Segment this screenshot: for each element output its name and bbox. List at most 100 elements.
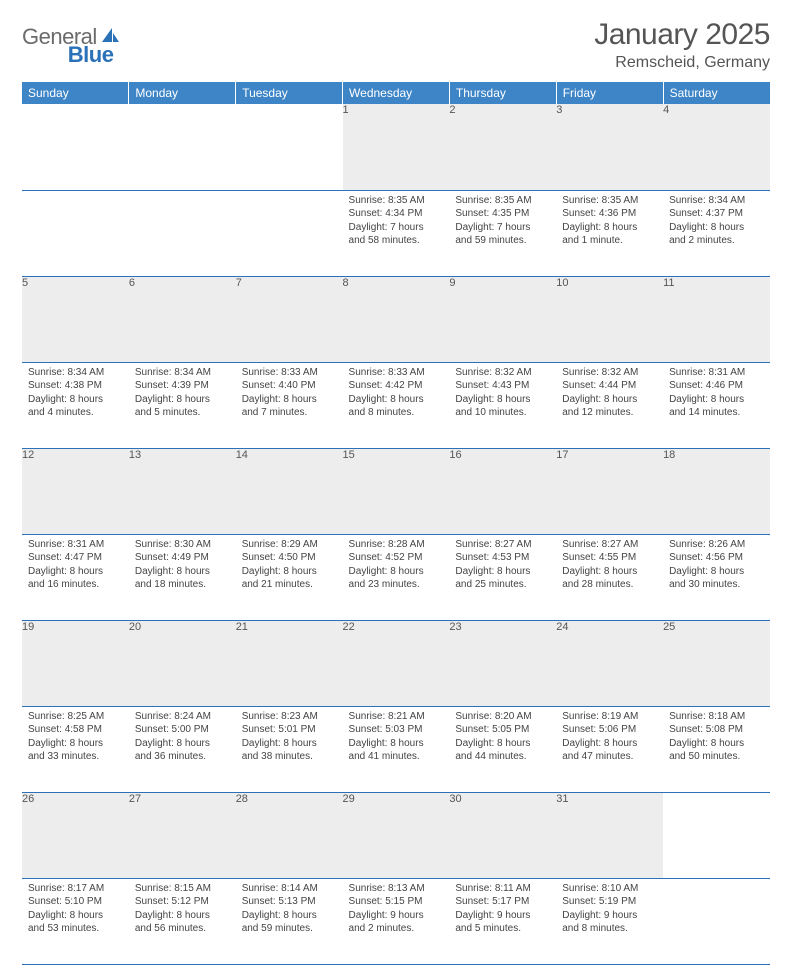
day-number-cell: 26 (22, 792, 129, 878)
daylight-text-1: Daylight: 8 hours (242, 565, 337, 579)
sunset-text: Sunset: 5:17 PM (455, 895, 550, 909)
daylight-text-1: Daylight: 8 hours (349, 737, 444, 751)
day-number-cell: 14 (236, 448, 343, 534)
day-cell: Sunrise: 8:29 AMSunset: 4:50 PMDaylight:… (236, 534, 343, 620)
day-number-row: 567891011 (22, 276, 770, 362)
sunrise-text: Sunrise: 8:14 AM (242, 882, 337, 896)
day-number-cell: 25 (663, 620, 770, 706)
sunrise-text: Sunrise: 8:21 AM (349, 710, 444, 724)
daylight-text-2: and 44 minutes. (455, 750, 550, 764)
day-header: Sunday (22, 82, 129, 104)
sunset-text: Sunset: 5:15 PM (349, 895, 444, 909)
daylight-text-1: Daylight: 7 hours (455, 221, 550, 235)
sunrise-text: Sunrise: 8:35 AM (455, 194, 550, 208)
daylight-text-2: and 2 minutes. (349, 922, 444, 936)
day-cell: Sunrise: 8:26 AMSunset: 4:56 PMDaylight:… (663, 534, 770, 620)
sunrise-text: Sunrise: 8:11 AM (455, 882, 550, 896)
day-cell: Sunrise: 8:35 AMSunset: 4:36 PMDaylight:… (556, 190, 663, 276)
sunrise-text: Sunrise: 8:27 AM (562, 538, 657, 552)
day-header: Monday (129, 82, 236, 104)
day-details: Sunrise: 8:32 AMSunset: 4:43 PMDaylight:… (449, 363, 556, 422)
day-cell: Sunrise: 8:34 AMSunset: 4:37 PMDaylight:… (663, 190, 770, 276)
day-details: Sunrise: 8:15 AMSunset: 5:12 PMDaylight:… (129, 879, 236, 938)
week-row: Sunrise: 8:34 AMSunset: 4:38 PMDaylight:… (22, 362, 770, 448)
day-number-cell: 13 (129, 448, 236, 534)
day-details: Sunrise: 8:26 AMSunset: 4:56 PMDaylight:… (663, 535, 770, 594)
daylight-text-1: Daylight: 8 hours (455, 565, 550, 579)
day-header: Thursday (449, 82, 556, 104)
day-details: Sunrise: 8:34 AMSunset: 4:39 PMDaylight:… (129, 363, 236, 422)
sunset-text: Sunset: 4:35 PM (455, 207, 550, 221)
sunset-text: Sunset: 5:08 PM (669, 723, 764, 737)
daylight-text-2: and 25 minutes. (455, 578, 550, 592)
day-number-cell: 16 (449, 448, 556, 534)
day-details: Sunrise: 8:35 AMSunset: 4:34 PMDaylight:… (343, 191, 450, 250)
daylight-text-1: Daylight: 8 hours (562, 737, 657, 751)
daylight-text-1: Daylight: 9 hours (562, 909, 657, 923)
sunrise-text: Sunrise: 8:17 AM (28, 882, 123, 896)
daylight-text-1: Daylight: 8 hours (28, 737, 123, 751)
day-details: Sunrise: 8:21 AMSunset: 5:03 PMDaylight:… (343, 707, 450, 766)
daylight-text-2: and 10 minutes. (455, 406, 550, 420)
day-number-cell (663, 792, 770, 878)
sunset-text: Sunset: 4:52 PM (349, 551, 444, 565)
sunrise-text: Sunrise: 8:29 AM (242, 538, 337, 552)
sunset-text: Sunset: 4:47 PM (28, 551, 123, 565)
daylight-text-2: and 36 minutes. (135, 750, 230, 764)
day-number-cell: 31 (556, 792, 663, 878)
day-details: Sunrise: 8:25 AMSunset: 4:58 PMDaylight:… (22, 707, 129, 766)
brand-logo: General Blue (22, 24, 169, 50)
sunset-text: Sunset: 4:37 PM (669, 207, 764, 221)
day-number-cell: 9 (449, 276, 556, 362)
daylight-text-1: Daylight: 8 hours (242, 393, 337, 407)
day-cell: Sunrise: 8:10 AMSunset: 5:19 PMDaylight:… (556, 878, 663, 964)
daylight-text-1: Daylight: 7 hours (349, 221, 444, 235)
daylight-text-1: Daylight: 8 hours (669, 221, 764, 235)
day-cell: Sunrise: 8:20 AMSunset: 5:05 PMDaylight:… (449, 706, 556, 792)
day-number-cell: 27 (129, 792, 236, 878)
day-cell: Sunrise: 8:31 AMSunset: 4:47 PMDaylight:… (22, 534, 129, 620)
daylight-text-2: and 30 minutes. (669, 578, 764, 592)
day-cell (236, 190, 343, 276)
day-details: Sunrise: 8:20 AMSunset: 5:05 PMDaylight:… (449, 707, 556, 766)
day-cell: Sunrise: 8:15 AMSunset: 5:12 PMDaylight:… (129, 878, 236, 964)
day-number-cell: 24 (556, 620, 663, 706)
day-number-row: 262728293031 (22, 792, 770, 878)
sunset-text: Sunset: 4:46 PM (669, 379, 764, 393)
day-cell: Sunrise: 8:17 AMSunset: 5:10 PMDaylight:… (22, 878, 129, 964)
week-row: Sunrise: 8:31 AMSunset: 4:47 PMDaylight:… (22, 534, 770, 620)
day-number-cell: 18 (663, 448, 770, 534)
day-details: Sunrise: 8:11 AMSunset: 5:17 PMDaylight:… (449, 879, 556, 938)
sunset-text: Sunset: 4:39 PM (135, 379, 230, 393)
daylight-text-2: and 50 minutes. (669, 750, 764, 764)
day-cell: Sunrise: 8:35 AMSunset: 4:35 PMDaylight:… (449, 190, 556, 276)
daylight-text-2: and 5 minutes. (455, 922, 550, 936)
day-number-cell: 22 (343, 620, 450, 706)
sunset-text: Sunset: 5:06 PM (562, 723, 657, 737)
day-cell: Sunrise: 8:25 AMSunset: 4:58 PMDaylight:… (22, 706, 129, 792)
day-cell: Sunrise: 8:23 AMSunset: 5:01 PMDaylight:… (236, 706, 343, 792)
daylight-text-1: Daylight: 8 hours (135, 393, 230, 407)
day-number-cell: 12 (22, 448, 129, 534)
daylight-text-1: Daylight: 8 hours (669, 393, 764, 407)
week-row: Sunrise: 8:35 AMSunset: 4:34 PMDaylight:… (22, 190, 770, 276)
day-cell: Sunrise: 8:19 AMSunset: 5:06 PMDaylight:… (556, 706, 663, 792)
sunset-text: Sunset: 5:19 PM (562, 895, 657, 909)
daylight-text-2: and 8 minutes. (562, 922, 657, 936)
day-details: Sunrise: 8:28 AMSunset: 4:52 PMDaylight:… (343, 535, 450, 594)
sunset-text: Sunset: 5:12 PM (135, 895, 230, 909)
daylight-text-1: Daylight: 8 hours (349, 565, 444, 579)
daylight-text-2: and 53 minutes. (28, 922, 123, 936)
daylight-text-2: and 59 minutes. (455, 234, 550, 248)
day-details: Sunrise: 8:34 AMSunset: 4:37 PMDaylight:… (663, 191, 770, 250)
day-header: Wednesday (343, 82, 450, 104)
daylight-text-2: and 7 minutes. (242, 406, 337, 420)
calendar-table: SundayMondayTuesdayWednesdayThursdayFrid… (22, 82, 770, 965)
sunset-text: Sunset: 5:10 PM (28, 895, 123, 909)
daylight-text-2: and 5 minutes. (135, 406, 230, 420)
sunset-text: Sunset: 4:55 PM (562, 551, 657, 565)
sunset-text: Sunset: 5:03 PM (349, 723, 444, 737)
day-cell: Sunrise: 8:14 AMSunset: 5:13 PMDaylight:… (236, 878, 343, 964)
day-number-cell: 10 (556, 276, 663, 362)
daylight-text-2: and 28 minutes. (562, 578, 657, 592)
